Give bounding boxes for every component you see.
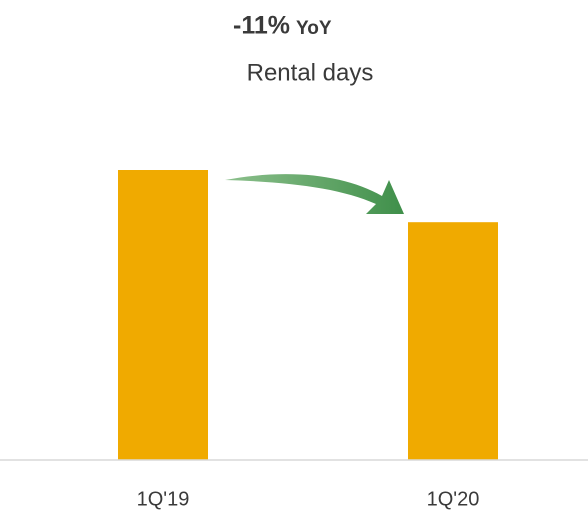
chart-title-note: YoY	[296, 18, 332, 39]
x-tick-label: 1Q'20	[427, 488, 480, 510]
x-tick-label: 1Q'19	[137, 488, 190, 510]
trend-arrow	[225, 174, 404, 214]
chart-subtitle: Rental days	[247, 59, 374, 86]
bar	[408, 222, 498, 460]
bar	[118, 170, 208, 460]
chart-title: -11%	[233, 12, 290, 40]
